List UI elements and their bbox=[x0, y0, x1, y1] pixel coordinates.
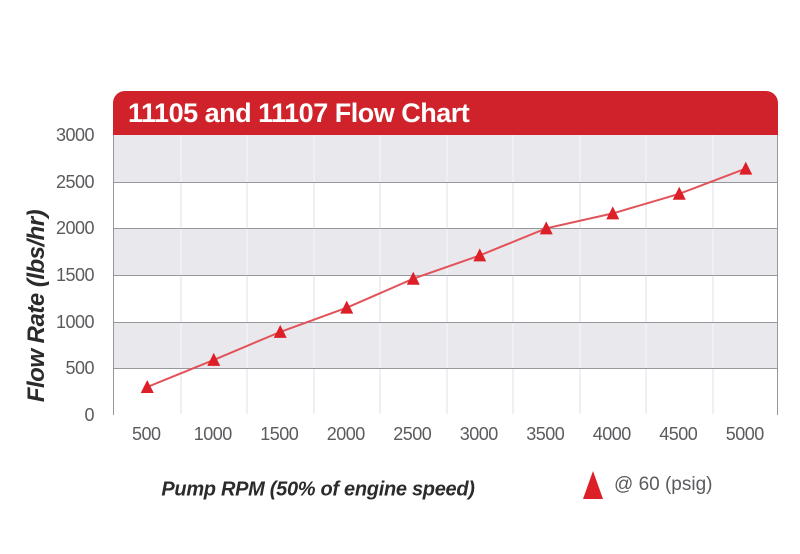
vertical-gridline bbox=[379, 135, 381, 414]
x-tick-label: 3000 bbox=[459, 424, 499, 444]
legend: @ 60 (psig) bbox=[583, 471, 713, 499]
vertical-gridline bbox=[645, 135, 647, 414]
vertical-gridline bbox=[312, 135, 315, 414]
flow-series bbox=[140, 161, 753, 393]
data-point-marker bbox=[539, 221, 553, 235]
plot-area bbox=[113, 135, 778, 415]
y-tick-label: 500 bbox=[65, 358, 94, 379]
x-tick-label: 1000 bbox=[193, 424, 233, 444]
data-point-marker bbox=[672, 186, 686, 200]
chart-title: 11105 and 11107 Flow Chart bbox=[128, 97, 470, 128]
horizontal-gridline bbox=[114, 321, 777, 323]
y-tick-label: 0 bbox=[84, 405, 94, 425]
x-tick-label: 2500 bbox=[393, 424, 432, 444]
x-tick-label: 3500 bbox=[526, 424, 565, 444]
horizontal-gridline bbox=[114, 368, 777, 370]
y-tick-label: 1000 bbox=[55, 311, 95, 332]
legend-label: @ 60 (psig) bbox=[614, 474, 713, 495]
y-axis-tick-labels: 3000 2500 2000 1500 1000 500 0 bbox=[0, 126, 104, 424]
vertical-gridline bbox=[578, 135, 581, 414]
chart-title-banner: 11105 and 11107 Flow Chart bbox=[113, 91, 778, 135]
vertical-gridline bbox=[711, 135, 714, 414]
x-tick-label: 4000 bbox=[592, 424, 632, 444]
vertical-gridline bbox=[445, 135, 448, 414]
data-point-marker bbox=[473, 248, 487, 262]
y-tick-label: 2500 bbox=[55, 171, 95, 192]
x-axis-title: Pump RPM (50% of engine speed) bbox=[161, 478, 475, 501]
y-tick-label: 1500 bbox=[55, 265, 95, 285]
x-tick-label: 500 bbox=[131, 424, 161, 444]
horizontal-gridline bbox=[114, 275, 777, 276]
x-tick-label: 1500 bbox=[260, 424, 299, 444]
vertical-gridline bbox=[246, 135, 248, 414]
data-point-marker bbox=[606, 206, 620, 220]
red-triangle-icon bbox=[583, 471, 603, 499]
x-tick-label: 4500 bbox=[659, 424, 698, 444]
data-point-marker bbox=[273, 324, 287, 338]
y-tick-label: 3000 bbox=[55, 125, 95, 145]
series-line bbox=[146, 167, 747, 388]
data-point-marker bbox=[406, 271, 420, 285]
y-axis-title: Flow Rate (lbs/hr) bbox=[23, 209, 50, 403]
x-tick-label: 2000 bbox=[326, 424, 366, 444]
data-point-marker bbox=[739, 161, 753, 175]
data-point-marker bbox=[140, 380, 154, 393]
data-point-marker bbox=[340, 300, 354, 314]
x-tick-label: 5000 bbox=[725, 424, 765, 444]
vertical-gridline bbox=[512, 135, 514, 414]
horizontal-gridline bbox=[114, 181, 777, 183]
x-axis-tick-labels: 500 1000 1500 2000 2500 3000 3500 4000 4500 5000 bbox=[113, 424, 778, 446]
vertical-gridline bbox=[179, 135, 182, 414]
data-point-marker bbox=[207, 352, 221, 366]
horizontal-gridline bbox=[114, 228, 777, 230]
y-tick-label: 2000 bbox=[55, 218, 95, 239]
